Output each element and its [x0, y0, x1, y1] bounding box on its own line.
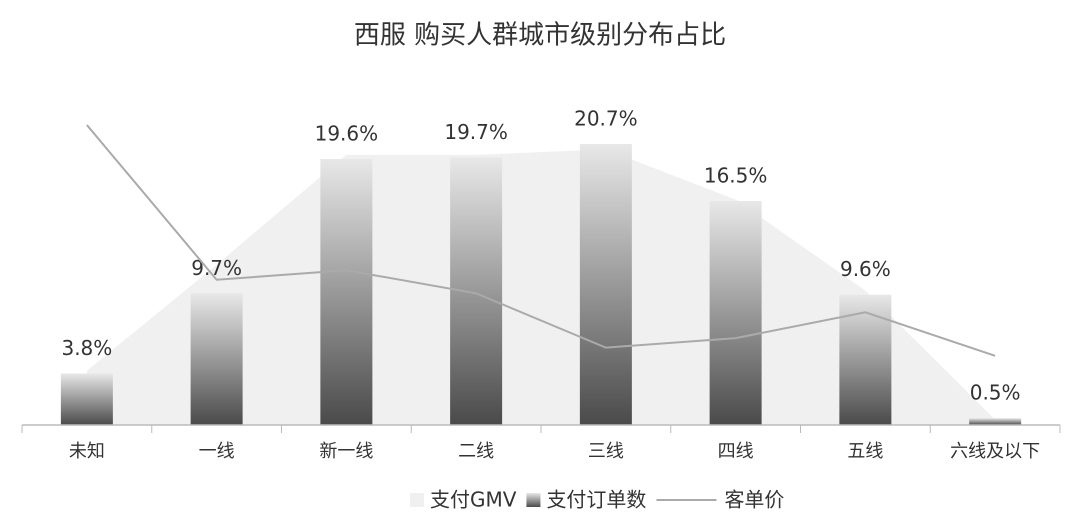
x-tick-label: 新一线 [319, 441, 373, 462]
x-tick-label: 一线 [199, 441, 235, 462]
bar [579, 144, 632, 426]
legend-label: 支付GMV [430, 488, 517, 512]
bar [839, 294, 892, 425]
data-label: 19.7% [444, 120, 508, 144]
legend-swatch [410, 493, 424, 507]
bar [450, 157, 503, 425]
x-tick-label: 未知 [69, 441, 105, 462]
data-label: 19.6% [315, 121, 379, 145]
line [86, 124, 996, 357]
x-tick-label: 四线 [718, 441, 754, 462]
chart-title: 西服 购买人群城市级别分布占比 [354, 21, 726, 51]
bar [969, 418, 1022, 425]
area [86, 149, 996, 425]
data-label: 3.8% [61, 336, 112, 360]
data-label: 16.5% [704, 164, 768, 188]
x-tick-label: 三线 [588, 441, 624, 462]
x-tick-label: 六线及以下 [950, 441, 1040, 462]
data-label: 9.6% [840, 257, 891, 281]
bar [320, 158, 373, 425]
x-tick-label: 二线 [458, 441, 494, 462]
legend-label: 客单价 [724, 488, 784, 512]
bar [190, 293, 243, 425]
data-label: 0.5% [970, 381, 1021, 405]
x-tick-label: 五线 [847, 441, 883, 462]
legend-label: 支付订单数 [546, 488, 646, 512]
bar [709, 201, 762, 425]
bar [60, 373, 113, 425]
data-label: 20.7% [574, 107, 638, 131]
legend-swatch [526, 493, 541, 507]
